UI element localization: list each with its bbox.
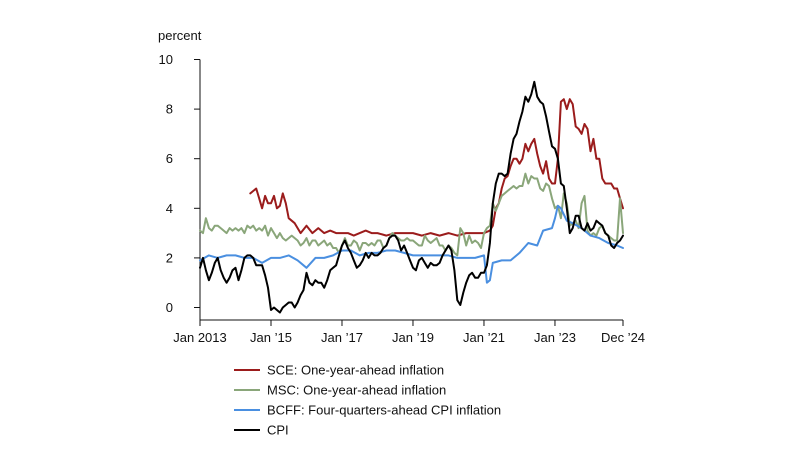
x-tick-label: Dec ’24 — [601, 330, 645, 345]
series-line-4 — [199, 80, 624, 314]
x-tick-label: Jan ’23 — [534, 330, 576, 345]
y-axis-unit-label: percent — [158, 28, 202, 43]
legend-label: MSC: One-year-ahead inflation — [267, 383, 446, 398]
x-tick-label: Jan ’19 — [392, 330, 434, 345]
y-tick-label: 6 — [166, 151, 173, 166]
y-tick-label: 8 — [166, 102, 173, 117]
y-tick-label: 10 — [159, 52, 173, 67]
y-tick-label: 2 — [166, 250, 173, 265]
legend: SCE: One-year-ahead inflation MSC: One-ye… — [234, 363, 501, 438]
axes: 0 2 4 6 8 10 Jan 2013 Jan ’15 Jan ’17 Jan ’19 Jan … — [159, 52, 646, 345]
legend-label: CPI — [267, 423, 289, 438]
series-line-2 — [199, 172, 624, 257]
x-tick-label: Jan 2013 — [173, 330, 227, 345]
series-layer — [199, 80, 624, 314]
series-line-3 — [199, 204, 624, 284]
y-tick-label: 4 — [166, 201, 173, 216]
legend-label: BCFF: Four-quarters-ahead CPI inflation — [267, 403, 501, 418]
x-tick-label: Jan ’15 — [250, 330, 292, 345]
y-tick-label: 0 — [166, 300, 173, 315]
x-tick-label: Jan ’17 — [321, 330, 363, 345]
legend-label: SCE: One-year-ahead inflation — [267, 363, 444, 378]
x-tick-label: Jan ’21 — [463, 330, 505, 345]
